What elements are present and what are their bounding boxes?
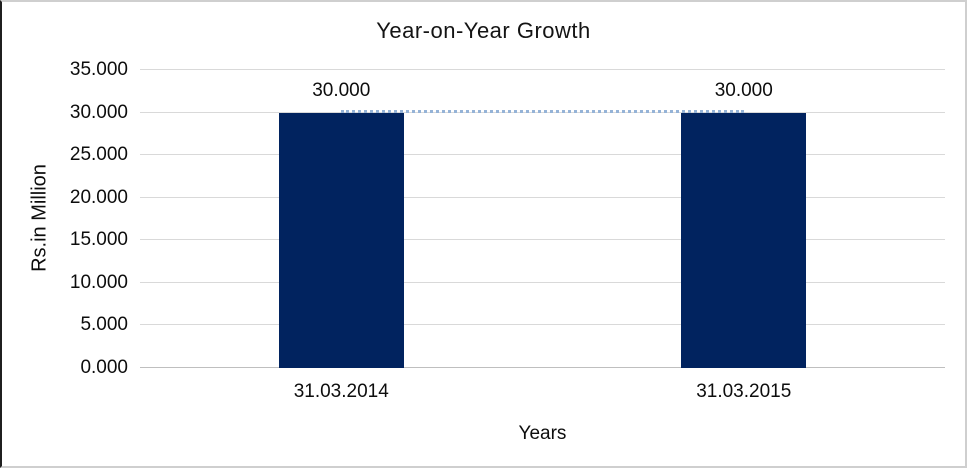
connector-line [341, 109, 744, 113]
y-tick-label: 5.000 [80, 314, 128, 336]
x-tick-label: 31.03.2014 [293, 381, 389, 402]
gridline-35.000 [140, 69, 945, 70]
y-tick-label: 25.000 [69, 144, 128, 166]
y-axis-tick-labels: 35.000 30.000 25.000 20.000 15.000 10.000 5.00… [2, 59, 128, 378]
gridline-5.000 [140, 324, 945, 326]
y-tick-label: 20.000 [69, 186, 128, 208]
x-axis-title: Years [518, 423, 567, 444]
data-label: 30.000 [714, 79, 773, 101]
y-tick-label: 10.000 [69, 271, 128, 293]
y-tick-label: 15.000 [69, 229, 128, 251]
chart-title: Year-on-Year Growth [376, 18, 591, 43]
y-tick-label: 35.000 [69, 59, 128, 80]
plot-area: 30.000 30.000 [140, 69, 945, 368]
bar-31.03.2014 [278, 112, 404, 368]
bar-31.03.2015 [681, 112, 807, 368]
x-tick-label: 31.03.2015 [696, 381, 792, 402]
gridline-10.000 [140, 281, 945, 283]
gridline-15.000 [140, 239, 945, 241]
x-axis-tick-labels: 31.03.2014 31.03.2015 [140, 381, 945, 405]
gridline-25.000 [140, 154, 945, 156]
y-tick-label: 0.000 [80, 357, 128, 378]
data-label: 30.000 [312, 79, 371, 101]
y-tick-label: 30.000 [69, 101, 128, 123]
gridline-20.000 [140, 196, 945, 198]
gridline-0.000 [140, 367, 945, 368]
